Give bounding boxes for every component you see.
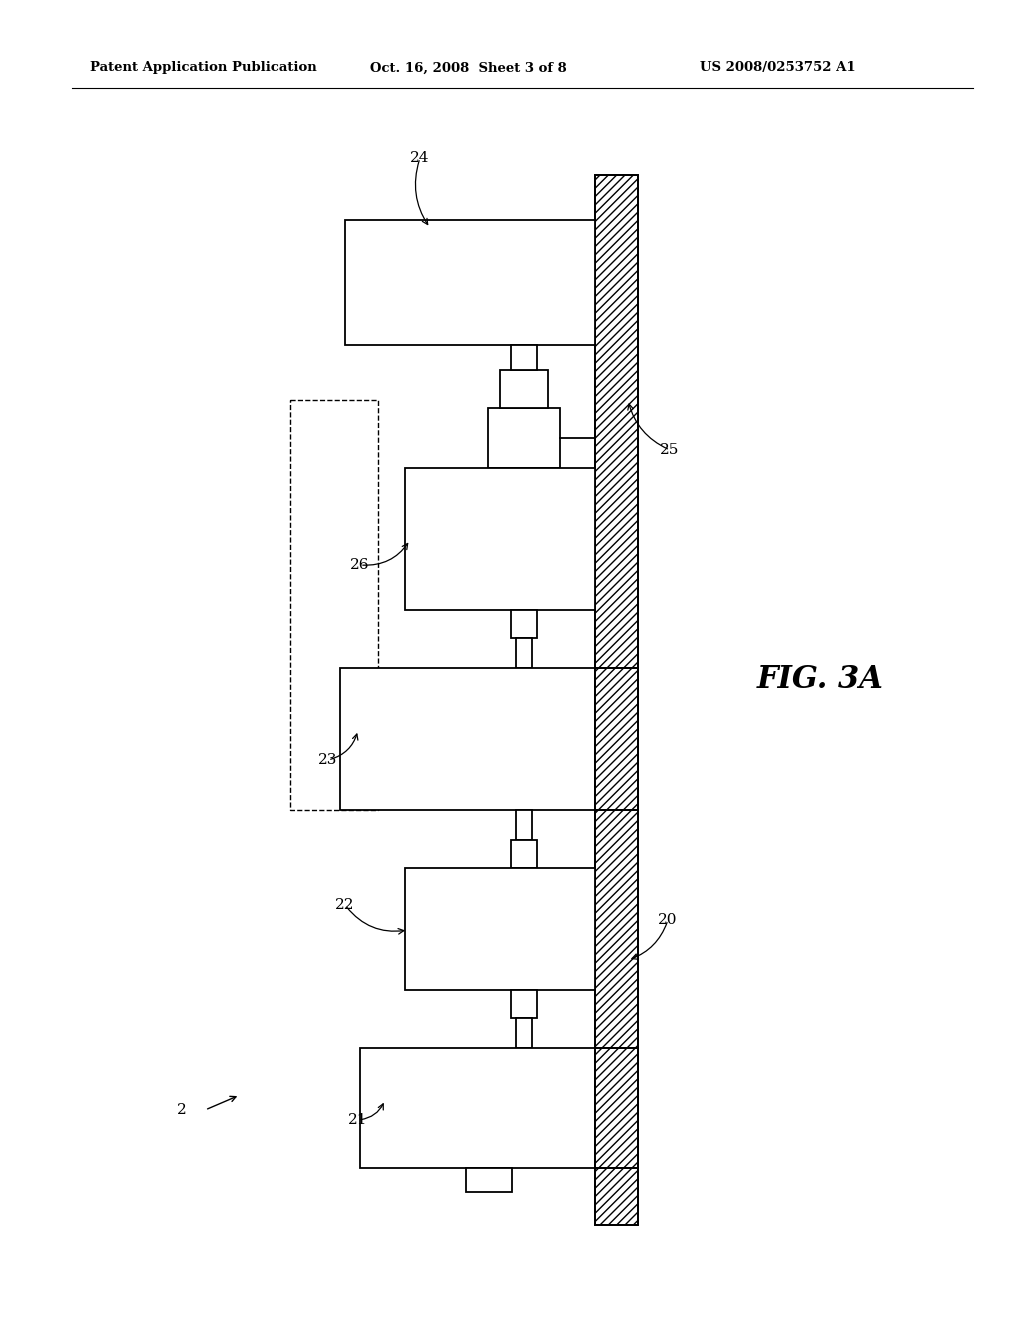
Bar xyxy=(516,1018,532,1048)
Bar xyxy=(595,176,638,1225)
Bar xyxy=(406,869,595,990)
Bar xyxy=(406,469,595,610)
Bar xyxy=(466,1168,512,1192)
Bar xyxy=(595,1048,638,1168)
Bar xyxy=(595,1048,638,1168)
Text: FIG. 3A: FIG. 3A xyxy=(757,664,884,696)
Bar xyxy=(516,810,532,840)
Bar xyxy=(511,345,537,370)
Bar xyxy=(511,610,537,638)
Text: 25: 25 xyxy=(660,444,680,457)
Text: 2: 2 xyxy=(177,1104,186,1117)
Bar xyxy=(511,990,537,1018)
Text: Oct. 16, 2008  Sheet 3 of 8: Oct. 16, 2008 Sheet 3 of 8 xyxy=(370,62,566,74)
Bar xyxy=(488,408,560,469)
Bar xyxy=(345,220,595,345)
Text: US 2008/0253752 A1: US 2008/0253752 A1 xyxy=(700,62,856,74)
Text: 23: 23 xyxy=(318,752,338,767)
Bar xyxy=(290,400,378,810)
Text: Patent Application Publication: Patent Application Publication xyxy=(90,62,316,74)
Bar xyxy=(340,668,595,810)
Text: 21: 21 xyxy=(348,1113,368,1127)
Text: 24: 24 xyxy=(411,150,430,165)
Text: 22: 22 xyxy=(335,898,354,912)
Text: 20: 20 xyxy=(658,913,678,927)
Bar xyxy=(360,1048,595,1168)
Bar xyxy=(511,840,537,869)
Bar xyxy=(595,668,638,810)
Bar xyxy=(500,370,548,408)
Bar xyxy=(516,638,532,668)
Text: 26: 26 xyxy=(350,558,370,572)
Bar xyxy=(595,668,638,810)
Bar xyxy=(595,176,638,1225)
